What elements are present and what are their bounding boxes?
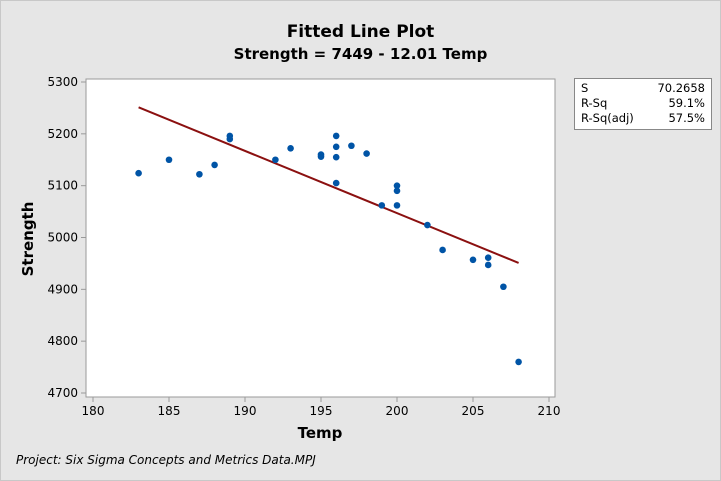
data-point: [348, 142, 355, 150]
data-point: [393, 202, 401, 209]
data-point: [272, 156, 279, 164]
fit-line-group: [138, 106, 519, 264]
stat-row-s: S 70.2658: [581, 81, 705, 96]
chart-title: Fitted Line Plot: [286, 22, 435, 42]
model-summary-box: S 70.2658 R-Sq 59.1% R-Sq(adj) 57.5%: [574, 78, 712, 130]
y-tick-label: 4800: [47, 334, 78, 348]
stat-row-rsq: R-Sq 59.1%: [581, 96, 705, 111]
y-tick-label: 5200: [47, 127, 78, 141]
data-point: [317, 151, 325, 158]
y-tick-label: 5100: [47, 179, 78, 193]
y-axis: 4700 4800 4900 5000 5100 5200 5300: [47, 75, 86, 400]
data-point: [393, 182, 401, 189]
stat-label: S: [581, 81, 589, 95]
stat-label: R-Sq: [581, 96, 608, 110]
x-tick-label: 200: [386, 404, 409, 418]
chart-subtitle: Strength = 7449 - 12.01 Temp: [233, 45, 488, 63]
data-point: [515, 358, 522, 366]
data-points: [135, 132, 522, 366]
data-point: [424, 221, 431, 229]
data-point: [469, 256, 477, 264]
x-axis: 180 185 190 195 200 205 210: [82, 397, 561, 418]
x-tick-label: 205: [462, 404, 485, 418]
x-tick-label: 190: [234, 404, 257, 418]
data-point: [332, 153, 340, 161]
stat-value: 70.2658: [657, 81, 705, 95]
data-point: [484, 254, 492, 262]
data-point: [332, 143, 340, 151]
y-tick-label: 4900: [47, 282, 78, 296]
data-point: [484, 261, 492, 269]
stat-label: R-Sq(adj): [581, 111, 634, 125]
y-axis-title: Strength: [19, 202, 37, 277]
data-point: [378, 202, 386, 209]
stat-value: 57.5%: [668, 111, 705, 125]
data-point: [500, 283, 507, 291]
data-point: [226, 132, 234, 140]
x-tick-label: 185: [158, 404, 181, 418]
x-tick-label: 195: [310, 404, 333, 418]
data-point: [196, 170, 203, 178]
data-point: [165, 156, 173, 164]
y-tick-label: 5000: [47, 231, 78, 245]
x-axis-title: Temp: [298, 424, 343, 442]
stat-row-rsq-adj: R-Sq(adj) 57.5%: [581, 111, 705, 126]
x-tick-label: 180: [82, 404, 105, 418]
x-tick-label: 210: [538, 404, 561, 418]
data-point: [439, 246, 446, 254]
data-point: [135, 169, 142, 177]
data-point: [363, 150, 370, 157]
stat-value: 59.1%: [668, 96, 705, 110]
regression-line: [138, 106, 519, 264]
data-point: [332, 132, 340, 140]
data-point: [393, 187, 401, 195]
y-tick-label: 5300: [47, 75, 78, 89]
data-point: [287, 145, 294, 152]
data-point: [332, 179, 340, 187]
project-footer: Project: Six Sigma Concepts and Metrics …: [16, 453, 316, 467]
plot-area: [85, 78, 556, 398]
data-point: [211, 161, 218, 169]
y-tick-label: 4700: [47, 386, 78, 400]
